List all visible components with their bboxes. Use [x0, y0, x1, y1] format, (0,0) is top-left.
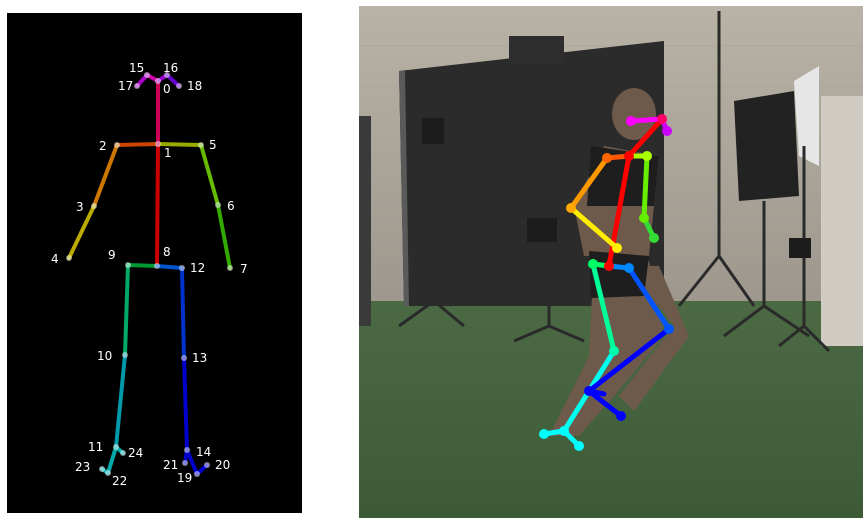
- joint-12: [179, 265, 185, 271]
- keypoint-label-9: 9: [108, 248, 116, 262]
- joint-3: [91, 203, 97, 209]
- keypoint-label-24: 24: [128, 446, 143, 460]
- keypoint-label-14: 14: [196, 445, 211, 459]
- bone-5-6: [199, 143, 220, 207]
- joint-16: [164, 72, 170, 78]
- bone-2-3: [92, 143, 119, 208]
- keypoint-label-3: 3: [76, 200, 84, 214]
- keypoint-label-20: 20: [215, 458, 230, 472]
- camera: [527, 218, 557, 242]
- keypoint-label-2: 2: [99, 139, 107, 153]
- joint-19: [194, 471, 200, 477]
- joint-1: [155, 141, 161, 147]
- keypoint-label-17: 17: [118, 79, 133, 93]
- keypoint-label-16: 16: [163, 61, 178, 75]
- keypoint-diagram: 0 1 2 3 4 5 6 7 8 9 10 11 12 13 14 15 16 17 18 19 20 21 22 23 24: [7, 13, 302, 513]
- joint-5: [198, 142, 204, 148]
- keypoint-label-6: 6: [227, 199, 235, 213]
- softbox: [734, 91, 799, 201]
- joint-18: [176, 83, 182, 89]
- keypoint-label-18: 18: [187, 79, 202, 93]
- pose-overlay-photo: [359, 6, 863, 518]
- keypoint-label-13: 13: [192, 351, 207, 365]
- joint-10: [122, 352, 128, 358]
- joint-0: [155, 78, 161, 84]
- joint-14: [184, 447, 190, 453]
- keypoint-label-4: 4: [51, 252, 59, 266]
- joint-6: [215, 202, 221, 208]
- keypoint-label-10: 10: [97, 349, 112, 363]
- joint-7: [227, 265, 233, 271]
- keypoint-label-5: 5: [209, 138, 217, 152]
- bone-8-9: [126, 263, 159, 268]
- joint-21: [182, 460, 188, 466]
- joint-9: [125, 262, 131, 268]
- bone-9-10: [123, 263, 130, 357]
- bone-8-12: [155, 264, 184, 270]
- joint-2: [114, 142, 120, 148]
- bone-13-14: [182, 356, 189, 452]
- photo-scene: [359, 6, 863, 518]
- bone-14-19: [185, 448, 199, 476]
- keypoint-label-0: 0: [163, 82, 171, 96]
- joint-22: [105, 470, 111, 476]
- keypoint-label-15: 15: [129, 61, 144, 75]
- keypoint-label-23: 23: [75, 460, 90, 474]
- camera: [422, 118, 444, 144]
- keypoint-label-21: 21: [163, 458, 178, 472]
- joint-17: [134, 83, 140, 89]
- keypoint-label-19: 19: [177, 471, 192, 485]
- joint-20: [204, 462, 210, 468]
- joint-23: [99, 466, 105, 472]
- keypoint-label-8: 8: [163, 245, 171, 259]
- joint-4: [66, 255, 72, 261]
- bone-11-22: [106, 445, 118, 475]
- joint-8: [154, 263, 160, 269]
- joint-15: [144, 72, 150, 78]
- light-stands: [398, 11, 831, 353]
- bone-1-2: [115, 142, 160, 147]
- keypoint-label-12: 12: [190, 261, 205, 275]
- keypoint-label-7: 7: [240, 262, 248, 276]
- joint-24: [120, 450, 126, 456]
- camera: [789, 238, 811, 258]
- bone-1-5: [156, 142, 203, 147]
- keypoint-label-1: 1: [164, 146, 172, 160]
- bone-10-11: [114, 353, 127, 449]
- side-panel: [821, 96, 863, 346]
- joint-11: [113, 444, 119, 450]
- pose-joints: [539, 114, 674, 451]
- keypoint-label-11: 11: [88, 440, 103, 454]
- bone-12-13: [180, 266, 186, 360]
- bone-1-8: [155, 142, 160, 268]
- bone-3-4: [67, 204, 96, 260]
- keypoint-label-22: 22: [112, 474, 127, 488]
- joint-13: [181, 355, 187, 361]
- bone-6-7: [216, 203, 232, 270]
